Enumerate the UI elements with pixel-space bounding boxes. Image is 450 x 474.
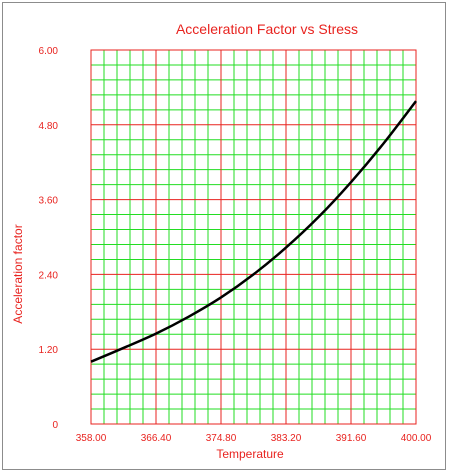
x-tick-label: 391.60 [336,433,367,444]
y-tick-labels: 0 1.20 2.40 3.60 4.80 6.00 [39,46,59,431]
y-axis-label: Acceleration factor [11,224,25,323]
x-tick-label: 374.80 [206,433,237,444]
acceleration-factor-line [90,100,417,363]
x-tick-label: 383.20 [271,433,302,444]
y-tick-label: 6.00 [39,46,59,57]
y-tick-label: 2.40 [39,270,59,281]
x-tick-label: 358.00 [76,433,107,444]
x-tick-label: 400.00 [401,433,432,444]
x-axis-label: Temperature [216,447,284,461]
y-tick-label: 0 [52,420,58,431]
chart-title: Acceleration Factor vs Stress [176,21,358,37]
x-tick-label: 366.40 [141,433,172,444]
y-tick-label: 1.20 [39,345,59,356]
y-tick-label: 3.60 [39,196,59,207]
x-tick-labels: 358.00 366.40 374.80 383.20 391.60 400.00 [76,433,432,444]
y-tick-label: 4.80 [39,121,59,132]
plot-border [90,49,417,425]
chart-series [90,100,417,363]
plot-area-border [90,49,417,425]
chart-grid [91,50,416,424]
